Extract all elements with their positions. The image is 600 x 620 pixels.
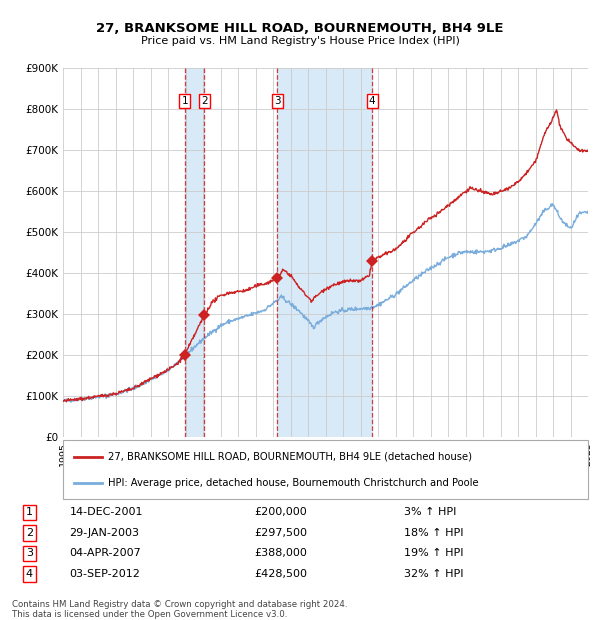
Text: 14-DEC-2001: 14-DEC-2001	[70, 507, 143, 518]
Text: 27, BRANKSOME HILL ROAD, BOURNEMOUTH, BH4 9LE (detached house): 27, BRANKSOME HILL ROAD, BOURNEMOUTH, BH…	[107, 452, 472, 462]
Text: 1: 1	[181, 96, 188, 106]
Text: £200,000: £200,000	[254, 507, 307, 518]
Text: 1: 1	[26, 507, 33, 518]
Text: 27, BRANKSOME HILL ROAD, BOURNEMOUTH, BH4 9LE: 27, BRANKSOME HILL ROAD, BOURNEMOUTH, BH…	[96, 22, 504, 35]
Text: £428,500: £428,500	[254, 569, 307, 579]
Text: 19% ↑ HPI: 19% ↑ HPI	[404, 548, 463, 559]
FancyBboxPatch shape	[63, 440, 588, 499]
Text: 4: 4	[26, 569, 33, 579]
Text: £297,500: £297,500	[254, 528, 307, 538]
Bar	[277, 68, 372, 437]
Text: 03-SEP-2012: 03-SEP-2012	[70, 569, 140, 579]
Text: 4: 4	[369, 96, 376, 106]
Text: 18% ↑ HPI: 18% ↑ HPI	[404, 528, 463, 538]
Text: Contains HM Land Registry data © Crown copyright and database right 2024.
This d: Contains HM Land Registry data © Crown c…	[12, 600, 347, 619]
Text: 3% ↑ HPI: 3% ↑ HPI	[404, 507, 456, 518]
Text: £388,000: £388,000	[254, 548, 307, 559]
Text: 29-JAN-2003: 29-JAN-2003	[70, 528, 140, 538]
Text: 3: 3	[26, 548, 33, 559]
Text: 2: 2	[26, 528, 33, 538]
Text: 2: 2	[201, 96, 208, 106]
Text: 32% ↑ HPI: 32% ↑ HPI	[404, 569, 463, 579]
Bar	[185, 68, 205, 437]
Text: 04-APR-2007: 04-APR-2007	[70, 548, 142, 559]
Text: HPI: Average price, detached house, Bournemouth Christchurch and Poole: HPI: Average price, detached house, Bour…	[107, 477, 478, 487]
Text: Price paid vs. HM Land Registry's House Price Index (HPI): Price paid vs. HM Land Registry's House …	[140, 36, 460, 46]
Text: 3: 3	[274, 96, 281, 106]
